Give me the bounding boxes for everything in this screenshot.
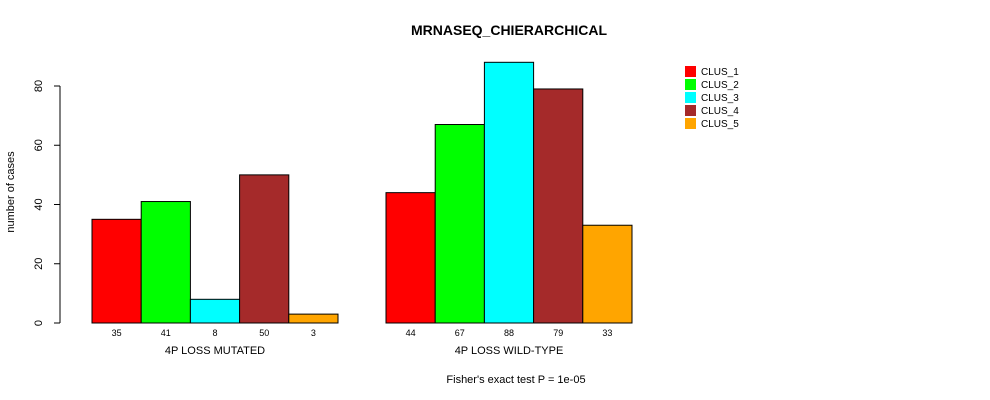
bar-count-label: 50 [259,328,269,338]
bar-clus-3-group-2 [483,61,535,324]
count-labels: 35 41 8 50 3 44 67 88 79 33 [112,328,613,338]
group-label: 4P LOSS MUTATED [165,345,265,357]
chart-title: MRNASEQ_CHIERARCHICAL [411,22,607,38]
bar-clus-2-group-2 [434,124,485,324]
bar-count-label: 35 [112,328,122,338]
y-tick-label: 20 [33,258,45,270]
bar-clus-1-group-2 [385,192,436,324]
legend: CLUS_1 CLUS_2 CLUS_3 CLUS_4 CLUS_5 [685,66,739,130]
bar-clus-4-group-2 [533,88,584,324]
bar-clus-5-group-2 [582,224,633,324]
legend-swatch [685,92,696,103]
legend-label: CLUS_2 [701,80,739,91]
legend-swatch [685,105,696,116]
y-tick-label: 80 [33,80,45,92]
bar-count-label: 88 [504,328,514,338]
bar-count-label: 44 [406,328,416,338]
y-tick-label: 60 [33,139,45,151]
bar-count-label: 67 [455,328,465,338]
group-labels: 4P LOSS MUTATED 4P LOSS WILD-TYPE [165,345,563,357]
legend-label: CLUS_3 [701,93,739,104]
bar-clus-2-group-1 [140,201,191,324]
bar-clus-3-group-1 [189,298,241,324]
bar-clus-5-group-1 [288,313,339,324]
group-label: 4P LOSS WILD-TYPE [455,345,564,357]
bar-count-label: 79 [553,328,563,338]
legend-label: CLUS_5 [701,119,739,130]
bar-clus-4-group-1 [239,174,290,324]
legend-label: CLUS_4 [701,106,739,117]
footer-pvalue: Fisher's exact test P = 1e-05 [446,374,585,386]
bar-count-label: 8 [212,328,217,338]
legend-swatch [685,79,696,90]
bar-count-label: 41 [161,328,171,338]
bar-count-label: 33 [602,328,612,338]
bars [91,61,633,324]
y-tick-label: 0 [33,320,45,326]
legend-swatch [685,66,696,77]
legend-label: CLUS_1 [701,67,739,78]
legend-swatch [685,118,696,129]
bar-clus-1-group-1 [91,218,142,324]
bar-count-label: 3 [311,328,316,338]
y-tick-label: 40 [33,198,45,210]
y-axis: 0 20 40 60 80 [33,80,61,326]
y-axis-label: number of cases [5,151,17,233]
